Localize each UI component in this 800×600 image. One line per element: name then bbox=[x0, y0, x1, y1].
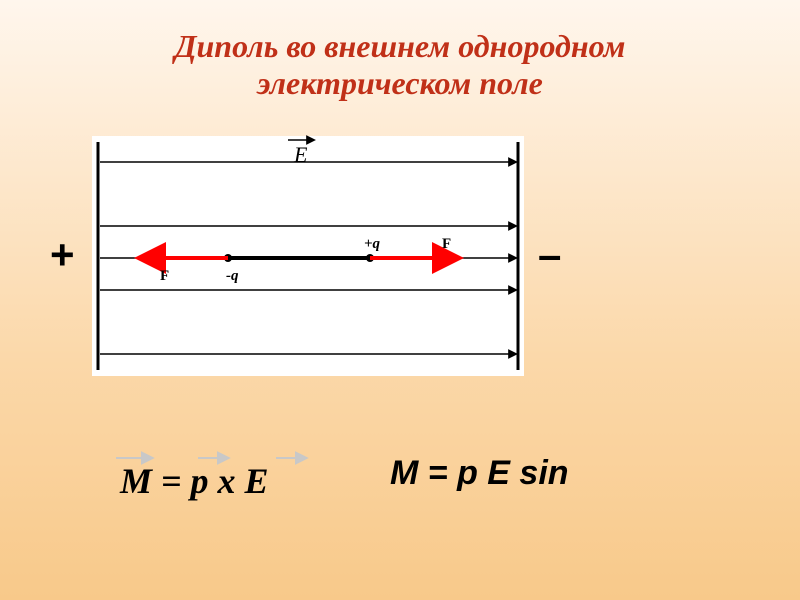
force-left-label: F bbox=[160, 268, 169, 284]
title-line-2: электрическом поле bbox=[0, 65, 800, 102]
charge-pos-label: +q bbox=[364, 236, 381, 252]
formula-row: M = p x E M = p E sin ⁡ bbox=[0, 460, 800, 560]
dipole-diagram: + – E -q +q bbox=[50, 130, 570, 390]
formula-scalar-text: M = p E sin ⁡ bbox=[390, 454, 578, 492]
dipole: -q +q bbox=[224, 236, 381, 284]
E-label-group: E bbox=[288, 140, 314, 167]
E-label: E bbox=[293, 142, 308, 167]
formula-vector-text: M = p x E bbox=[120, 461, 269, 501]
diagram-svg: E -q +q F F bbox=[50, 130, 570, 390]
slide-title: Диполь во внешнем однородном электрическ… bbox=[0, 0, 800, 102]
title-line-1: Диполь во внешнем однородном bbox=[0, 28, 800, 65]
charge-neg-label: -q bbox=[226, 268, 239, 284]
formula-vector: M = p x E bbox=[120, 460, 269, 502]
formula-scalar: M = p E sin ⁡ bbox=[390, 454, 578, 493]
force-right-label: F bbox=[442, 236, 451, 252]
